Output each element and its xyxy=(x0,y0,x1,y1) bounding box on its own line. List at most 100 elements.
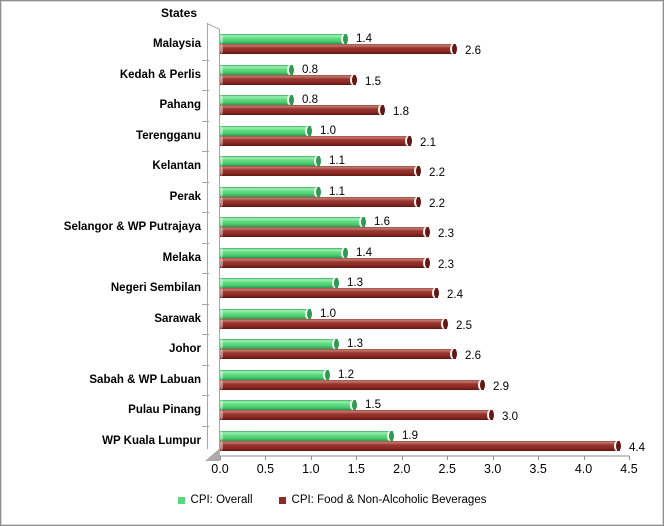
bar-cpi-food-non-alcoholic-beverages xyxy=(220,135,412,146)
category-label: Sarawak xyxy=(154,312,201,325)
bar-cpi-overall xyxy=(220,217,366,227)
bar-cpi-overall xyxy=(220,400,357,410)
bar-left-highlight xyxy=(220,379,223,390)
value-label: 2.3 xyxy=(438,258,454,271)
bar-left-highlight xyxy=(220,95,223,105)
y-axis-tick xyxy=(202,304,209,305)
x-tick-label: 4.5 xyxy=(620,462,638,476)
bar-left-highlight xyxy=(220,400,223,410)
bar-left-highlight xyxy=(220,186,223,197)
bar-cpi-food-non-alcoholic-beverages xyxy=(220,379,485,390)
bar-cpi-overall xyxy=(220,369,330,380)
bar-left-highlight xyxy=(220,349,223,359)
bar-end-cap xyxy=(416,166,421,176)
bar-left-highlight xyxy=(220,125,223,136)
x-tick-label: 0.0 xyxy=(211,462,229,476)
bar-cpi-overall xyxy=(220,247,348,258)
bar-left-highlight xyxy=(220,135,223,146)
category-label: Negeri Sembilan xyxy=(110,282,201,295)
bar-end-cap xyxy=(616,440,621,451)
bar-cpi-food-non-alcoholic-beverages xyxy=(220,410,494,420)
category-label: Malaysia xyxy=(153,38,201,51)
y-axis-tick xyxy=(202,365,209,366)
value-label: 1.0 xyxy=(320,124,336,137)
value-label: 0.8 xyxy=(302,94,318,106)
value-label: 2.2 xyxy=(429,197,445,210)
legend-label: CPI: Food & Non-Alcoholic Beverages xyxy=(291,494,487,506)
value-label: 1.9 xyxy=(402,429,418,442)
bar-end-cap xyxy=(307,125,312,136)
bar-end-cap xyxy=(416,196,421,207)
bar-left-highlight xyxy=(220,440,223,451)
bar-cpi-food-non-alcoholic-beverages xyxy=(220,227,430,237)
x-axis-tick xyxy=(492,456,494,460)
bar-left-highlight xyxy=(220,227,223,237)
bar-end-cap xyxy=(316,186,321,197)
category-label: Melaka xyxy=(162,251,201,264)
bar-end-cap xyxy=(316,156,321,166)
category-label: Pahang xyxy=(159,99,201,112)
category-label: Perak xyxy=(169,190,201,203)
axis-title-states: States xyxy=(160,6,197,20)
value-label: 1.3 xyxy=(347,277,363,289)
y-axis-tick xyxy=(202,60,209,61)
bar-end-cap xyxy=(434,288,439,298)
bar-end-cap xyxy=(489,410,494,420)
x-axis-tick xyxy=(265,456,267,460)
y-axis-tick xyxy=(202,121,209,122)
bar-left-highlight xyxy=(220,369,223,380)
value-label: 1.1 xyxy=(329,155,345,167)
bar-cpi-food-non-alcoholic-beverages xyxy=(220,196,421,207)
legend: CPI: Overall CPI: Food & Non-Alcoholic Be… xyxy=(1,494,663,506)
bar-left-highlight xyxy=(220,430,223,441)
bar-end-cap xyxy=(352,74,357,85)
bar-cpi-overall xyxy=(220,34,348,44)
bar-end-cap xyxy=(289,64,294,75)
bar-end-cap xyxy=(480,379,485,390)
value-label: 2.6 xyxy=(465,350,481,362)
value-label: 1.4 xyxy=(356,246,372,259)
y-axis-line xyxy=(219,29,220,456)
bar-cpi-food-non-alcoholic-beverages xyxy=(220,440,621,451)
category-label: Kedah & Perlis xyxy=(119,68,201,81)
bar-left-highlight xyxy=(220,44,223,54)
bar-left-highlight xyxy=(220,105,223,115)
bar-end-cap xyxy=(361,217,366,227)
bar-end-cap xyxy=(380,105,385,115)
value-label: 1.0 xyxy=(320,307,336,320)
x-axis-tick xyxy=(583,456,585,460)
bar-cpi-food-non-alcoholic-beverages xyxy=(220,257,430,268)
bar-left-highlight xyxy=(220,34,223,44)
legend-item-cpi-overall: CPI: Overall xyxy=(177,494,253,506)
bar-end-cap xyxy=(425,257,430,268)
category-label: Selangor & WP Putrajaya xyxy=(63,221,201,234)
value-label: 2.6 xyxy=(465,45,481,57)
category-label: Johor xyxy=(169,343,201,356)
bar-cpi-overall xyxy=(220,64,294,75)
x-tick-label: 2.0 xyxy=(393,462,411,476)
bar-cpi-overall xyxy=(220,308,312,319)
bar-cpi-food-non-alcoholic-beverages xyxy=(220,44,457,54)
x-tick-label: 3.0 xyxy=(483,462,502,476)
bar-left-highlight xyxy=(220,410,223,420)
bar-cpi-food-non-alcoholic-beverages xyxy=(220,288,439,298)
bar-end-cap xyxy=(352,400,357,410)
y-axis-tick xyxy=(202,334,209,335)
bar-left-highlight xyxy=(220,278,223,288)
category-label: Terengganu xyxy=(136,129,201,142)
x-tick-label: 1.5 xyxy=(347,462,366,476)
bar-end-cap xyxy=(389,430,394,441)
bar-end-cap xyxy=(343,247,348,258)
category-label: Pulau Pinang xyxy=(128,404,201,417)
bar-left-highlight xyxy=(220,308,223,319)
bar-cpi-food-non-alcoholic-beverages xyxy=(220,349,457,359)
value-label: 2.4 xyxy=(447,289,463,301)
category-label: Sabah & WP Labuan xyxy=(89,373,201,386)
x-axis-tick xyxy=(538,456,540,460)
x-tick-label: 0.5 xyxy=(256,462,275,476)
value-label: 1.8 xyxy=(393,106,409,118)
legend-item-cpi-food-non-alcoholic-beverages: CPI: Food & Non-Alcoholic Beverages xyxy=(278,494,487,506)
value-label: 4.4 xyxy=(629,441,645,454)
y-axis-tick xyxy=(202,273,209,274)
